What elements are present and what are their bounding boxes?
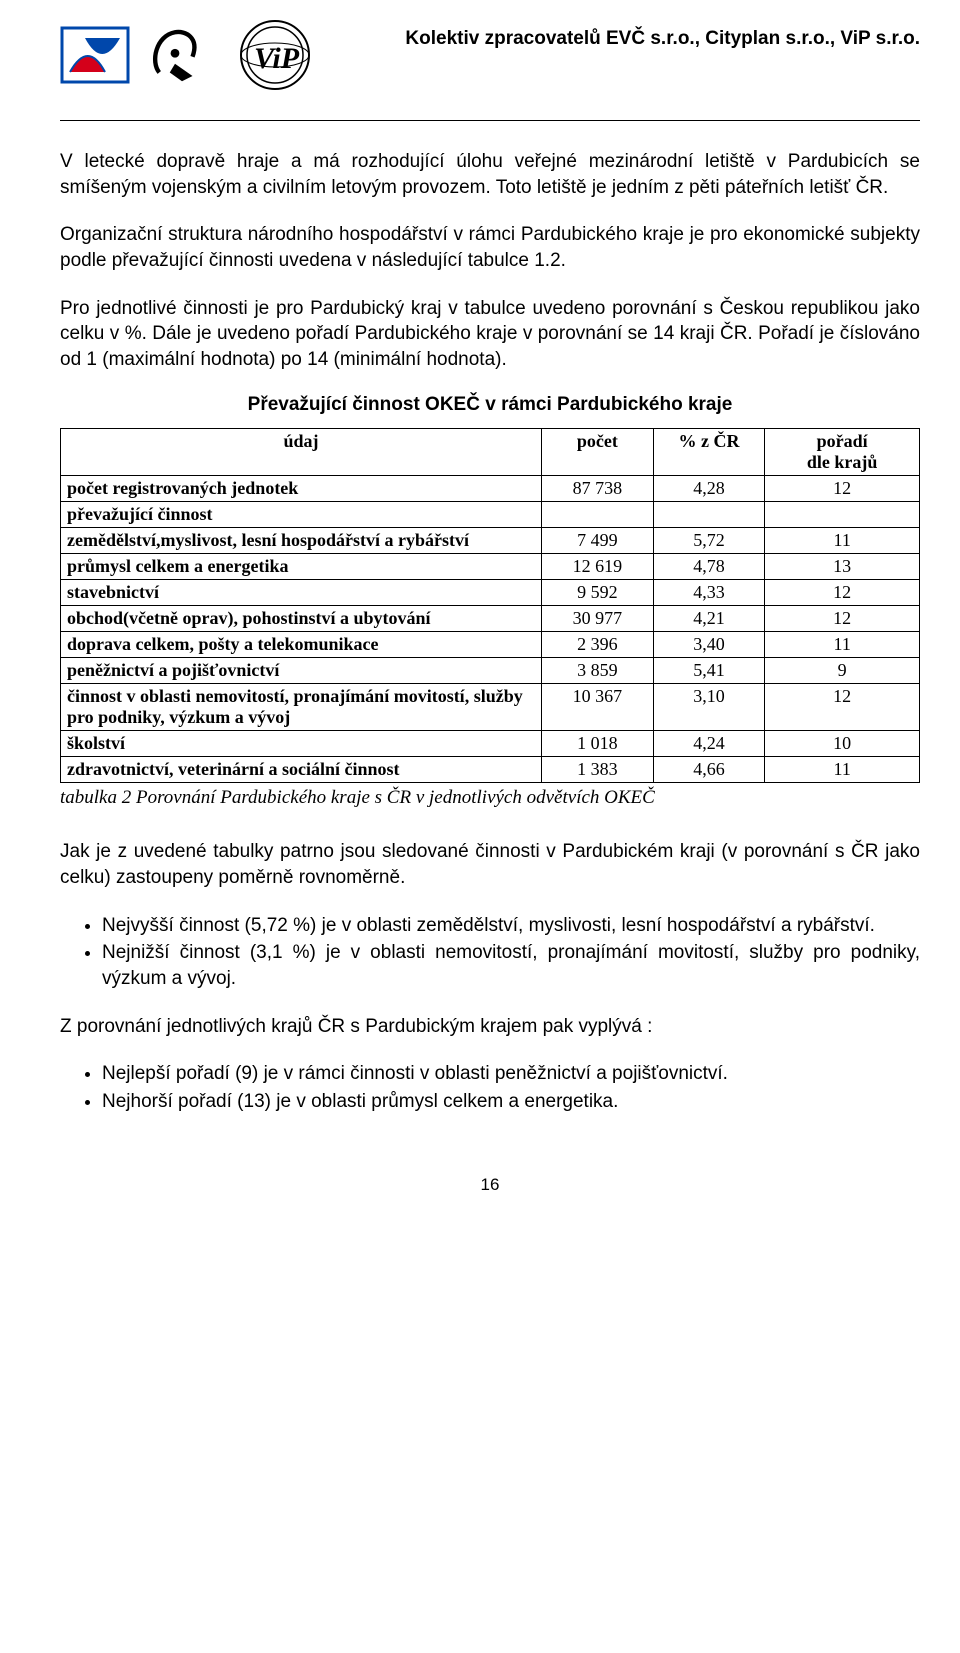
bullet-list-1: Nejvyšší činnost (5,72 %) je v oblasti z… xyxy=(60,913,920,992)
th-poradi: pořadí dle krajů xyxy=(765,429,920,476)
row-label: školství xyxy=(61,731,542,757)
header-title: Kolektiv zpracovatelů EVČ s.r.o., Citypl… xyxy=(330,20,920,50)
row-count: 1 018 xyxy=(542,731,654,757)
page-number: 16 xyxy=(60,1175,920,1195)
table-row: činnost v oblasti nemovitostí, pronajímá… xyxy=(61,684,920,731)
row-rank: 11 xyxy=(765,528,920,554)
row-count: 1 383 xyxy=(542,757,654,783)
row-label: obchod(včetně oprav), pohostinství a uby… xyxy=(61,606,542,632)
page-header: ViP Kolektiv zpracovatelů EVČ s.r.o., Ci… xyxy=(60,20,920,90)
table-row: peněžnictví a pojišťovnictví 3 859 5,41 … xyxy=(61,658,920,684)
header-rule xyxy=(60,120,920,121)
table-row: převažující činnost xyxy=(61,502,920,528)
row-rank: 11 xyxy=(765,632,920,658)
row-count: 9 592 xyxy=(542,580,654,606)
row-count: 10 367 xyxy=(542,684,654,731)
evc-logo xyxy=(60,20,130,90)
svg-text:ViP: ViP xyxy=(254,42,300,75)
row-rank: 12 xyxy=(765,606,920,632)
row-count: 7 499 xyxy=(542,528,654,554)
row-rank: 12 xyxy=(765,580,920,606)
vip-logo: ViP xyxy=(220,20,330,90)
table-row: počet registrovaných jednotek 87 738 4,2… xyxy=(61,476,920,502)
row-pct: 5,72 xyxy=(653,528,765,554)
row-rank: 10 xyxy=(765,731,920,757)
th-poradi-line2: dle krajů xyxy=(807,452,878,472)
row-pct: 3,40 xyxy=(653,632,765,658)
row-pct: 4,28 xyxy=(653,476,765,502)
row-pct: 4,21 xyxy=(653,606,765,632)
row-pct: 4,33 xyxy=(653,580,765,606)
table-body: počet registrovaných jednotek 87 738 4,2… xyxy=(61,476,920,783)
row-label: peněžnictví a pojišťovnictví xyxy=(61,658,542,684)
row-count xyxy=(542,502,654,528)
table-row: obchod(včetně oprav), pohostinství a uby… xyxy=(61,606,920,632)
th-pocet: počet xyxy=(542,429,654,476)
row-count: 30 977 xyxy=(542,606,654,632)
row-label: počet registrovaných jednotek xyxy=(61,476,542,502)
row-label: doprava celkem, pošty a telekomunikace xyxy=(61,632,542,658)
row-pct: 5,41 xyxy=(653,658,765,684)
paragraph-5: Z porovnání jednotlivých krajů ČR s Pard… xyxy=(60,1014,920,1040)
row-rank xyxy=(765,502,920,528)
cityplan-logo xyxy=(140,20,210,90)
list-item: Nejhorší pořadí (13) je v oblasti průmys… xyxy=(102,1089,920,1115)
th-poradi-line1: pořadí xyxy=(817,431,868,451)
table-title: Převažující činnost OKEČ v rámci Pardubi… xyxy=(60,394,920,416)
table-row: zdravotnictví, veterinární a sociální či… xyxy=(61,757,920,783)
row-label: činnost v oblasti nemovitostí, pronajímá… xyxy=(61,684,542,731)
row-count: 3 859 xyxy=(542,658,654,684)
okec-table: údaj počet % z ČR pořadí dle krajů počet… xyxy=(60,428,920,783)
row-count: 12 619 xyxy=(542,554,654,580)
th-udaj: údaj xyxy=(61,429,542,476)
row-label: převažující činnost xyxy=(61,502,542,528)
row-rank: 11 xyxy=(765,757,920,783)
row-rank: 13 xyxy=(765,554,920,580)
paragraph-4: Jak je z uvedené tabulky patrno jsou sle… xyxy=(60,839,920,890)
th-pct: % z ČR xyxy=(653,429,765,476)
table-row: zemědělství,myslivost, lesní hospodářstv… xyxy=(61,528,920,554)
table-row: průmysl celkem a energetika 12 619 4,78 … xyxy=(61,554,920,580)
row-pct xyxy=(653,502,765,528)
table-header-row: údaj počet % z ČR pořadí dle krajů xyxy=(61,429,920,476)
row-label: stavebnictví xyxy=(61,580,542,606)
row-count: 87 738 xyxy=(542,476,654,502)
row-label: průmysl celkem a energetika xyxy=(61,554,542,580)
row-pct: 4,78 xyxy=(653,554,765,580)
row-pct: 3,10 xyxy=(653,684,765,731)
row-rank: 12 xyxy=(765,684,920,731)
row-label: zdravotnictví, veterinární a sociální či… xyxy=(61,757,542,783)
table-row: doprava celkem, pošty a telekomunikace 2… xyxy=(61,632,920,658)
paragraph-1: V letecké dopravě hraje a má rozhodující… xyxy=(60,149,920,200)
list-item: Nejvyšší činnost (5,72 %) je v oblasti z… xyxy=(102,913,920,939)
row-pct: 4,24 xyxy=(653,731,765,757)
list-item: Nejlepší pořadí (9) je v rámci činnosti … xyxy=(102,1061,920,1087)
table-row: školství 1 018 4,24 10 xyxy=(61,731,920,757)
paragraph-3: Pro jednotlivé činnosti je pro Pardubick… xyxy=(60,296,920,373)
row-rank: 12 xyxy=(765,476,920,502)
header-logos: ViP xyxy=(60,20,330,90)
list-item: Nejnižší činnost (3,1 %) je v oblasti ne… xyxy=(102,940,920,991)
row-rank: 9 xyxy=(765,658,920,684)
bullet-list-2: Nejlepší pořadí (9) je v rámci činnosti … xyxy=(60,1061,920,1114)
paragraph-2: Organizační struktura národního hospodář… xyxy=(60,222,920,273)
row-count: 2 396 xyxy=(542,632,654,658)
table-caption: tabulka 2 Porovnání Pardubického kraje s… xyxy=(60,787,920,809)
row-pct: 4,66 xyxy=(653,757,765,783)
row-label: zemědělství,myslivost, lesní hospodářstv… xyxy=(61,528,542,554)
table-row: stavebnictví 9 592 4,33 12 xyxy=(61,580,920,606)
